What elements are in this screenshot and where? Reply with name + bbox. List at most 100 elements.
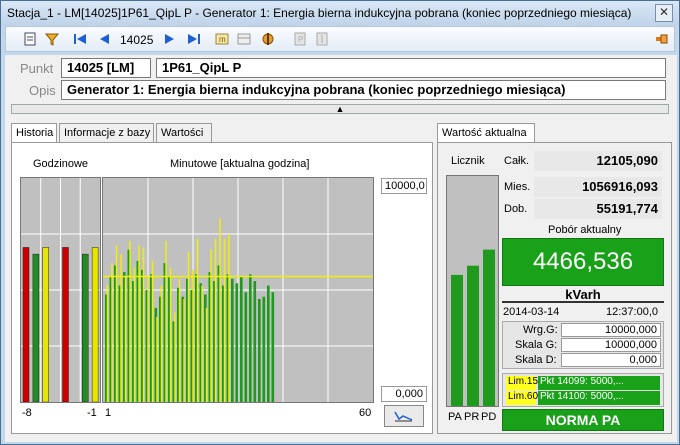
hourly-title: Godzinowe (33, 158, 89, 170)
toolbar: 14025 m P (5, 26, 675, 52)
minute-bar-green (136, 260, 140, 402)
tab-wartosci[interactable]: Wartości (156, 123, 212, 143)
minute-bar-green (159, 296, 162, 402)
punkt-id-field[interactable]: 14025 [LM] (61, 58, 151, 78)
hourly-bar (82, 253, 89, 403)
next-record-icon[interactable] (162, 31, 178, 47)
skalad-value: 0,000 (561, 353, 661, 367)
counter-bar (483, 249, 495, 406)
minute-bar-green (168, 276, 171, 402)
minute-bar-yellow (205, 307, 208, 402)
counter-x-pr: PR (464, 411, 480, 423)
current-panel: Licznik PA PR PD Całk. 12105,090 Mies. 1… (437, 142, 672, 434)
scale-bottom-field[interactable]: 0,000 (381, 386, 427, 402)
minute-bar-yellow (219, 218, 221, 402)
collapse-splitter[interactable]: ▲ (11, 104, 669, 114)
export-icon (314, 31, 330, 47)
minute-bar-yellow (124, 276, 127, 402)
previous-record-icon[interactable] (96, 31, 112, 47)
tools-icon[interactable] (260, 31, 276, 47)
minute-bar-green (253, 281, 257, 402)
minute-title: Minutowe [aktualna godzina] (170, 158, 310, 170)
chart-settings-button[interactable] (384, 405, 424, 427)
month-label: Mies. (504, 181, 531, 193)
minute-bar-yellow (214, 238, 217, 402)
minute-bar-yellow (178, 278, 181, 402)
minute-bar-green (190, 290, 194, 402)
minute-bar-yellow (169, 267, 172, 402)
current-tabs: Wartość aktualna (437, 123, 677, 143)
minute-bar-yellow (111, 263, 113, 402)
minute-bar-green (235, 283, 239, 402)
close-button[interactable]: ✕ (655, 4, 673, 22)
tab-wartosc-aktualna[interactable]: Wartość aktualna (437, 123, 535, 143)
pin-icon[interactable] (654, 31, 670, 47)
history-tabs: Historia Informacje z bazy Wartości (11, 123, 431, 143)
minute-bar-green (163, 263, 167, 402)
minute-bar-yellow (187, 251, 190, 402)
title-bar: Stacja_1 - LM[14025]1P61_QipL P - Genera… (1, 1, 679, 25)
time-value: 12:37:00,0 (606, 306, 658, 318)
punkt-label: Punkt (20, 61, 54, 76)
chart-line-icon (394, 411, 413, 422)
minute-bar-yellow (223, 238, 226, 402)
minute-bar-green (213, 281, 216, 402)
minute-bar-yellow (196, 238, 199, 402)
minute-bar-green (132, 281, 135, 402)
svg-text:m: m (219, 35, 226, 44)
skalag-value: 10000,000 (561, 338, 661, 352)
minute-bar-green (105, 294, 108, 402)
minute-bar-green (145, 290, 149, 402)
punkt-name-field[interactable]: 1P61_QipL P (156, 58, 666, 78)
minute-bar-green (177, 287, 180, 402)
hourly-bar (91, 247, 99, 403)
minute-bar-green (258, 298, 261, 402)
scale-top-field[interactable]: 10000,0 (381, 178, 427, 194)
minute-bar-green (109, 276, 113, 402)
status-badge: NORMA PA (502, 409, 664, 431)
hourly-chart-svg (21, 178, 100, 403)
lim60-value: Pkt 14100: 5000,... (538, 391, 660, 405)
hourly-bar (62, 247, 69, 403)
minute-bar-green (249, 274, 252, 402)
draw-value: 4466,536 (502, 238, 664, 286)
minute-bar-green (195, 274, 198, 402)
minute-bar-green (154, 307, 158, 402)
minute-bar-yellow (174, 312, 176, 402)
hourly-x-max: -1 (87, 407, 97, 419)
limits-box: Lim.15: Pkt 14099: 5000,... Lim.60: Pkt … (502, 373, 664, 407)
day-value: 55191,774 (534, 199, 662, 219)
counter-bar (467, 265, 479, 406)
minute-bar-yellow (129, 240, 131, 402)
filter-icon[interactable] (44, 31, 60, 47)
minute-bar-green (208, 272, 212, 402)
opis-field[interactable]: Generator 1: Energia bierna indukcyjna p… (61, 80, 666, 100)
minute-bar-green (186, 278, 189, 402)
minute-chart (102, 177, 374, 403)
first-record-icon[interactable] (72, 31, 88, 47)
scale-box: Wrg.G: 10000,000 Skala G: 10000,000 Skal… (502, 321, 664, 369)
minute-bar-green (267, 285, 270, 402)
print-icon: P (292, 31, 308, 47)
last-record-icon[interactable] (186, 31, 202, 47)
minute-x-min: 1 (105, 407, 112, 419)
hourly-x-min: -8 (22, 407, 32, 419)
counter-x-pd: PD (481, 411, 497, 423)
hourly-bar (42, 247, 49, 403)
tab-historia[interactable]: Historia (11, 123, 57, 143)
table-view-icon[interactable] (236, 31, 252, 47)
tab-informacje[interactable]: Informacje z bazy (59, 123, 154, 143)
minute-bar-green (226, 274, 230, 402)
window-title: Stacja_1 - LM[14025]1P61_QipL P - Genera… (7, 6, 632, 20)
counter-label: Licznik (451, 155, 485, 167)
minute-bar-green (271, 292, 275, 402)
minute-bar-yellow (201, 285, 203, 402)
skalad-label: Skala D: (515, 354, 557, 366)
minute-bar-yellow (156, 316, 158, 402)
minute-bar-green (222, 285, 225, 402)
document-icon[interactable] (22, 31, 38, 47)
hourly-bar (32, 253, 40, 403)
minute-mode-icon[interactable]: m (214, 31, 230, 47)
minute-bar-green (244, 292, 248, 402)
